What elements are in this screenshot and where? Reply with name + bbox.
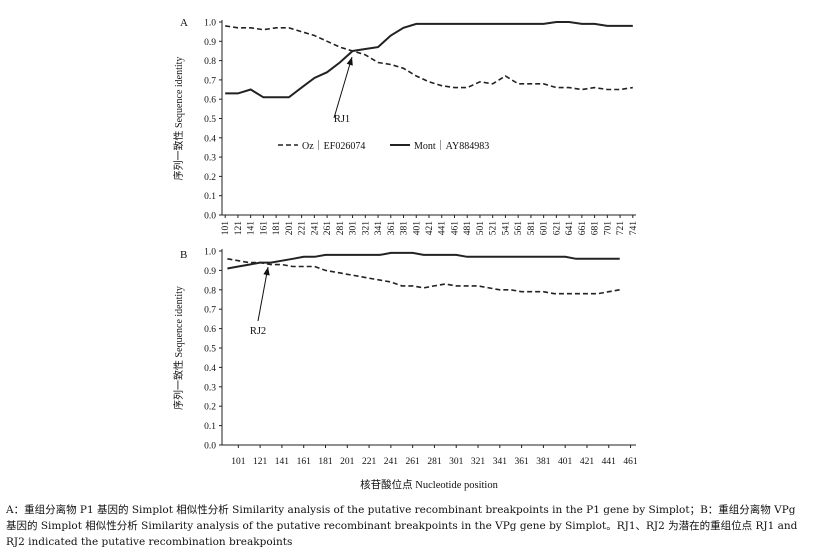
x-tick-label: 121	[234, 221, 244, 236]
x-tick-label: 181	[272, 221, 282, 236]
x-tick-label: 381	[536, 457, 551, 467]
caption-line-3: RJ2 indicated the putative recombination…	[6, 536, 293, 548]
panel-label: A	[180, 17, 188, 29]
y-tick-label: 0.9	[204, 38, 216, 48]
panel-label: B	[180, 249, 187, 261]
x-axis-title: 核苷酸位点 Nucleotide position	[360, 478, 498, 491]
annotation-label: RJ1	[334, 114, 350, 125]
x-tick-label: 221	[362, 457, 377, 467]
x-tick-label: 401	[558, 457, 573, 467]
y-tick-label: 0.2	[204, 403, 216, 413]
annotation-arrow-line	[257, 266, 269, 322]
y-tick-label: 1.0	[204, 19, 216, 29]
x-tick-label: 161	[259, 221, 269, 236]
y-tick-label: 0.8	[204, 57, 216, 67]
x-tick-label: 481	[463, 221, 473, 236]
x-tick-label: 441	[438, 221, 448, 236]
x-tick-label: 741	[629, 221, 639, 236]
x-tick-label: 601	[540, 221, 550, 236]
y-axis-title: 序列一致性 Sequence identity	[172, 286, 185, 410]
series-line-oz	[225, 25, 633, 91]
x-tick-label: 361	[514, 457, 529, 467]
x-tick-label: 201	[340, 457, 355, 467]
y-tick-label: 0.3	[204, 383, 216, 393]
legend-label: Oz｜EF026074	[302, 140, 365, 152]
y-tick-label: 0.4	[204, 134, 216, 144]
y-tick-label: 0.3	[204, 154, 216, 164]
y-tick-label: 0.0	[204, 442, 216, 452]
x-tick-label: 501	[476, 221, 486, 236]
x-tick-label: 541	[501, 221, 511, 236]
x-tick-label: 681	[591, 221, 601, 236]
y-tick-label: 1.0	[204, 248, 216, 258]
y-tick-label: 0.5	[204, 115, 216, 125]
x-tick-label: 141	[247, 221, 257, 236]
x-tick-label: 201	[285, 221, 295, 236]
x-tick-label: 321	[361, 221, 371, 236]
caption-line-1: A：重组分离物 P1 基因的 Simplot 相似性分析 Similarity …	[6, 504, 796, 516]
caption-line-2: 基因的 Simplot 相似性分析 Similarity analysis of…	[6, 520, 798, 532]
annotation-arrow-head	[346, 57, 353, 66]
y-tick-label: 0.7	[204, 306, 216, 316]
x-tick-label: 561	[514, 221, 524, 236]
x-tick-label: 241	[384, 457, 399, 467]
x-tick-label: 381	[400, 221, 410, 236]
x-tick-label: 261	[323, 221, 333, 236]
series-line-mont	[225, 21, 633, 99]
x-tick-label: 281	[336, 221, 346, 236]
x-tick-label: 161	[297, 457, 312, 467]
y-tick-label: 0.1	[204, 192, 216, 202]
y-tick-label: 0.9	[204, 267, 216, 277]
y-tick-label: 0.0	[204, 212, 216, 222]
x-tick-label: 661	[578, 221, 588, 236]
x-tick-label: 101	[221, 221, 231, 236]
y-tick-label: 0.2	[204, 173, 216, 183]
legend-label: Mont｜AY884983	[414, 140, 489, 152]
x-tick-label: 521	[489, 221, 499, 236]
x-tick-label: 361	[387, 221, 397, 236]
y-tick-label: 0.5	[204, 345, 216, 355]
annotation-arrow-line	[333, 56, 353, 119]
x-tick-label: 581	[527, 221, 537, 236]
x-tick-label: 341	[374, 221, 384, 236]
x-tick-label: 101	[231, 457, 246, 467]
series-line-mont	[227, 251, 620, 270]
x-tick-label: 461	[450, 221, 460, 236]
x-tick-label: 181	[318, 457, 333, 467]
y-tick-label: 0.4	[204, 364, 216, 374]
y-tick-label: 0.8	[204, 286, 216, 296]
y-tick-label: 0.1	[204, 422, 216, 432]
y-tick-label: 0.6	[204, 96, 216, 106]
x-tick-label: 721	[616, 221, 626, 236]
x-tick-label: 621	[552, 221, 562, 236]
annotation-arrow-head	[263, 267, 270, 276]
x-tick-label: 461	[623, 457, 638, 467]
x-tick-label: 141	[275, 457, 290, 467]
x-tick-label: 401	[412, 221, 422, 236]
x-tick-label: 241	[310, 221, 320, 236]
chart-panel-b: 0.0 0.1 0.2 0.3 0.4 0.5 0.6 0.7 0.8 0.9 1.0 101 121 1…	[172, 248, 638, 492]
y-tick-label: 0.7	[204, 76, 216, 86]
y-tick-label: 0.6	[204, 325, 216, 335]
x-tick-label: 321	[471, 457, 486, 467]
figure-caption: A：重组分离物 P1 基因的 Simplot 相似性分析 Similarity …	[6, 502, 812, 550]
x-tick-label: 121	[253, 457, 268, 467]
annotation-label: RJ2	[250, 326, 266, 337]
x-tick-label: 301	[349, 221, 359, 236]
y-axis-title: 序列一致性 Sequence identity	[172, 57, 185, 181]
x-tick-label: 441	[602, 457, 617, 467]
x-tick-label: 261	[406, 457, 421, 467]
x-tick-label: 641	[565, 221, 575, 236]
x-tick-label: 221	[298, 221, 308, 236]
x-tick-label: 341	[493, 457, 508, 467]
series-line-oz	[227, 258, 620, 295]
x-tick-label: 421	[425, 221, 435, 236]
x-tick-label: 281	[427, 457, 442, 467]
x-tick-label: 301	[449, 457, 464, 467]
x-tick-label: 701	[603, 221, 613, 236]
x-tick-label: 421	[580, 457, 595, 467]
